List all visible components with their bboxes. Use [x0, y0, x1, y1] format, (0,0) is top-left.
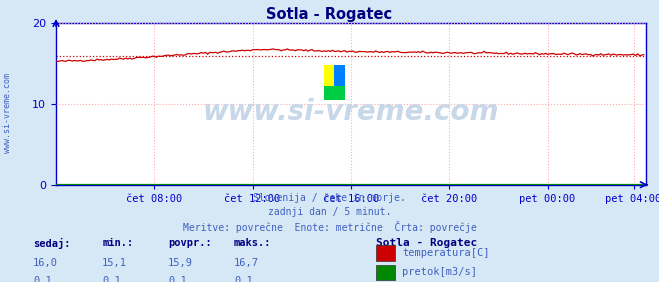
FancyBboxPatch shape [334, 65, 345, 87]
Text: 0,1: 0,1 [33, 276, 51, 282]
Text: 15,9: 15,9 [168, 258, 193, 268]
Text: 0,1: 0,1 [168, 276, 186, 282]
FancyBboxPatch shape [324, 86, 345, 100]
Text: Slovenija / reke in morje.: Slovenija / reke in morje. [253, 193, 406, 203]
Text: min.:: min.: [102, 238, 133, 248]
Text: 16,0: 16,0 [33, 258, 58, 268]
Text: www.si-vreme.com: www.si-vreme.com [203, 98, 499, 126]
Text: 0,1: 0,1 [102, 276, 121, 282]
Text: Sotla - Rogatec: Sotla - Rogatec [376, 238, 477, 248]
Text: temperatura[C]: temperatura[C] [402, 248, 490, 258]
FancyBboxPatch shape [324, 65, 334, 87]
Text: zadnji dan / 5 minut.: zadnji dan / 5 minut. [268, 207, 391, 217]
Text: 0,1: 0,1 [234, 276, 252, 282]
Text: Meritve: povrečne  Enote: metrične  Črta: povrečje: Meritve: povrečne Enote: metrične Črta: … [183, 221, 476, 233]
Text: sedaj:: sedaj: [33, 238, 71, 249]
Text: povpr.:: povpr.: [168, 238, 212, 248]
Text: 16,7: 16,7 [234, 258, 259, 268]
Text: 15,1: 15,1 [102, 258, 127, 268]
Text: maks.:: maks.: [234, 238, 272, 248]
Text: Sotla - Rogatec: Sotla - Rogatec [266, 7, 393, 22]
Text: www.si-vreme.com: www.si-vreme.com [3, 73, 13, 153]
Text: pretok[m3/s]: pretok[m3/s] [402, 267, 477, 277]
